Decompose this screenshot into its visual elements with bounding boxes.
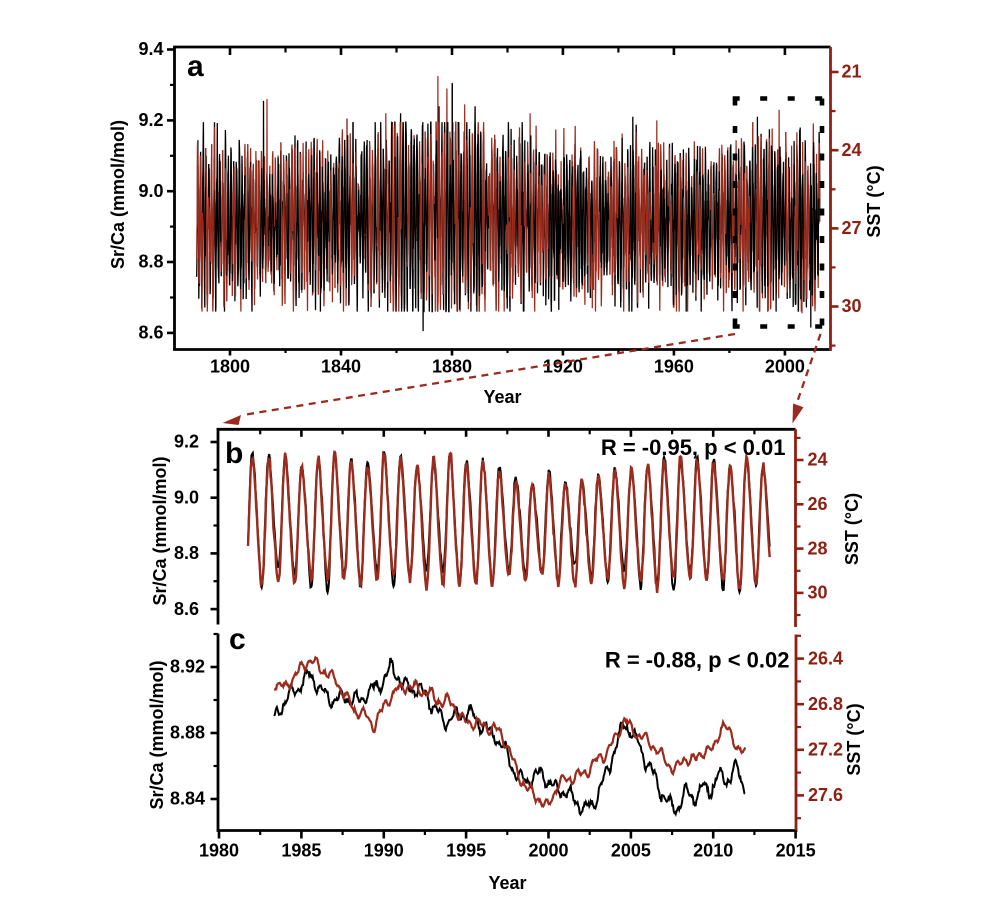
- svg-text:1800: 1800: [210, 357, 250, 377]
- svg-text:8.8: 8.8: [174, 543, 199, 563]
- svg-text:2010: 2010: [693, 841, 733, 861]
- svg-text:1995: 1995: [446, 841, 486, 861]
- svg-text:27.2: 27.2: [808, 740, 843, 760]
- svg-text:b: b: [225, 437, 243, 470]
- svg-text:a: a: [187, 50, 204, 83]
- svg-text:c: c: [229, 623, 246, 656]
- svg-text:R = -0.95, p < 0.01: R = -0.95, p < 0.01: [601, 435, 786, 460]
- svg-text:27: 27: [842, 218, 862, 238]
- svg-text:8.8: 8.8: [138, 252, 163, 272]
- svg-text:8.6: 8.6: [174, 599, 199, 619]
- svg-text:1985: 1985: [281, 841, 321, 861]
- svg-text:24: 24: [808, 450, 828, 470]
- svg-text:SST (°C): SST (°C): [844, 703, 864, 775]
- svg-text:1920: 1920: [543, 357, 583, 377]
- svg-text:1980: 1980: [199, 841, 239, 861]
- svg-text:8.84: 8.84: [170, 789, 205, 809]
- svg-text:27.6: 27.6: [808, 785, 843, 805]
- svg-text:28: 28: [808, 538, 828, 558]
- svg-text:21: 21: [842, 62, 862, 82]
- svg-text:1840: 1840: [321, 357, 361, 377]
- svg-text:2005: 2005: [611, 841, 651, 861]
- svg-text:1990: 1990: [364, 841, 404, 861]
- svg-text:Sr/Ca (mmol/mol): Sr/Ca (mmol/mol): [150, 456, 170, 605]
- svg-text:9.4: 9.4: [138, 39, 163, 59]
- svg-text:SST (°C): SST (°C): [864, 165, 884, 237]
- svg-text:30: 30: [808, 583, 828, 603]
- svg-text:1880: 1880: [432, 357, 472, 377]
- svg-text:Sr/Ca (mmol/mol): Sr/Ca (mmol/mol): [147, 660, 167, 809]
- svg-text:1960: 1960: [654, 357, 694, 377]
- svg-text:24: 24: [842, 140, 862, 160]
- svg-text:2015: 2015: [776, 841, 816, 861]
- svg-text:26.8: 26.8: [808, 694, 843, 714]
- svg-text:9.0: 9.0: [174, 487, 199, 507]
- svg-text:9.0: 9.0: [138, 181, 163, 201]
- svg-text:2000: 2000: [528, 841, 568, 861]
- svg-text:26.4: 26.4: [808, 648, 843, 668]
- svg-text:R = -0.88, p < 0.02: R = -0.88, p < 0.02: [605, 648, 790, 673]
- svg-text:SST (°C): SST (°C): [842, 493, 862, 565]
- svg-text:9.2: 9.2: [174, 432, 199, 452]
- svg-text:8.6: 8.6: [138, 323, 163, 343]
- svg-text:2000: 2000: [765, 357, 805, 377]
- svg-text:8.88: 8.88: [170, 723, 205, 743]
- svg-text:Year: Year: [483, 387, 521, 407]
- svg-text:Year: Year: [488, 873, 526, 893]
- svg-text:8.92: 8.92: [170, 657, 205, 677]
- svg-text:30: 30: [842, 296, 862, 316]
- svg-text:9.2: 9.2: [138, 110, 163, 130]
- svg-text:Sr/Ca (mmol/mol): Sr/Ca (mmol/mol): [108, 120, 128, 269]
- svg-text:26: 26: [808, 494, 828, 514]
